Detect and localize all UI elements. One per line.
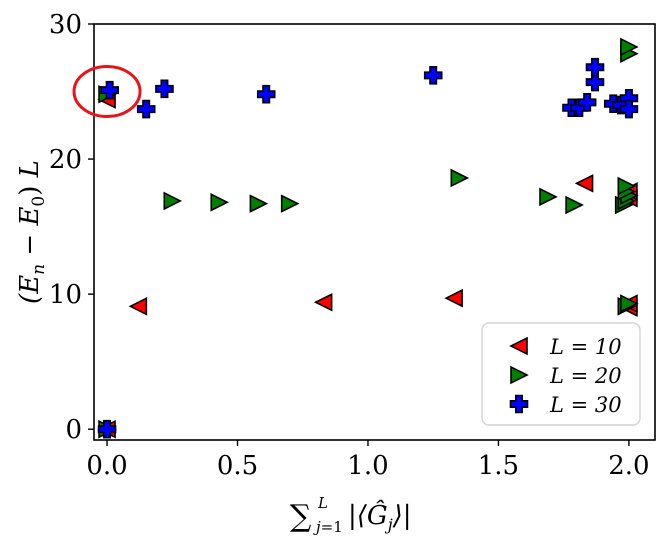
highlight-ellipse [72, 65, 142, 119]
x-tick-label: 1.0 [347, 451, 388, 481]
data-point [100, 80, 119, 100]
data-point [280, 194, 300, 213]
data-point [163, 191, 183, 211]
data-point [574, 174, 594, 193]
legend-marker [510, 365, 529, 385]
data-point [619, 99, 639, 119]
y-tick-label: 10 [49, 280, 82, 310]
data-point [444, 288, 463, 308]
data-point [256, 84, 276, 104]
legend-marker [509, 394, 529, 414]
data-point [450, 168, 470, 188]
annotation-layer [72, 65, 142, 119]
svg-text:(En − E0) L: (En − E0) L [15, 160, 49, 304]
y-tick-label: 0 [65, 415, 82, 445]
y-tick-label: 30 [49, 10, 82, 40]
legend-label: L = 20 [549, 364, 622, 388]
svg-text:j=1: j=1 [313, 518, 343, 536]
data-point [136, 99, 156, 119]
data-point [565, 195, 584, 215]
axis-ticks: 0.0 0.5 1.0 1.5 2.0 0 10 20 30 [49, 10, 650, 481]
data-point [539, 187, 558, 207]
data-point [585, 57, 605, 77]
x-tick-label: 0.0 [86, 451, 127, 481]
data-point [210, 192, 230, 212]
legend-marker [509, 336, 528, 356]
data-point [423, 66, 443, 85]
x-tick-label: 2.0 [608, 451, 649, 481]
data-point [128, 296, 148, 316]
data-point [617, 176, 637, 196]
legend-label: L = 10 [549, 335, 622, 359]
data-point [620, 37, 639, 57]
x-tick-label: 1.5 [478, 451, 519, 481]
svg-text:|⟨Ĝj⟩|: |⟨Ĝj⟩| [348, 499, 412, 534]
data-point [585, 72, 605, 92]
legend-label: L = 30 [549, 393, 622, 417]
data-point [313, 292, 333, 312]
legend: L = 10 L = 20 L = 30 [481, 322, 641, 426]
data-point [155, 79, 174, 99]
data-markers [97, 37, 639, 439]
y-tick-label: 20 [49, 145, 82, 175]
series-3 [97, 57, 639, 439]
data-point [620, 294, 639, 313]
x-axis-title: ∑ L j=1 |⟨Ĝj⟩| [290, 494, 412, 536]
y-axis-title: (En − E0) L [15, 160, 49, 304]
x-tick-label: 0.5 [217, 451, 258, 481]
svg-text:L: L [317, 494, 328, 512]
svg-text:∑: ∑ [290, 499, 312, 534]
data-point [97, 419, 117, 439]
data-point [249, 194, 269, 213]
data-point [577, 93, 597, 112]
